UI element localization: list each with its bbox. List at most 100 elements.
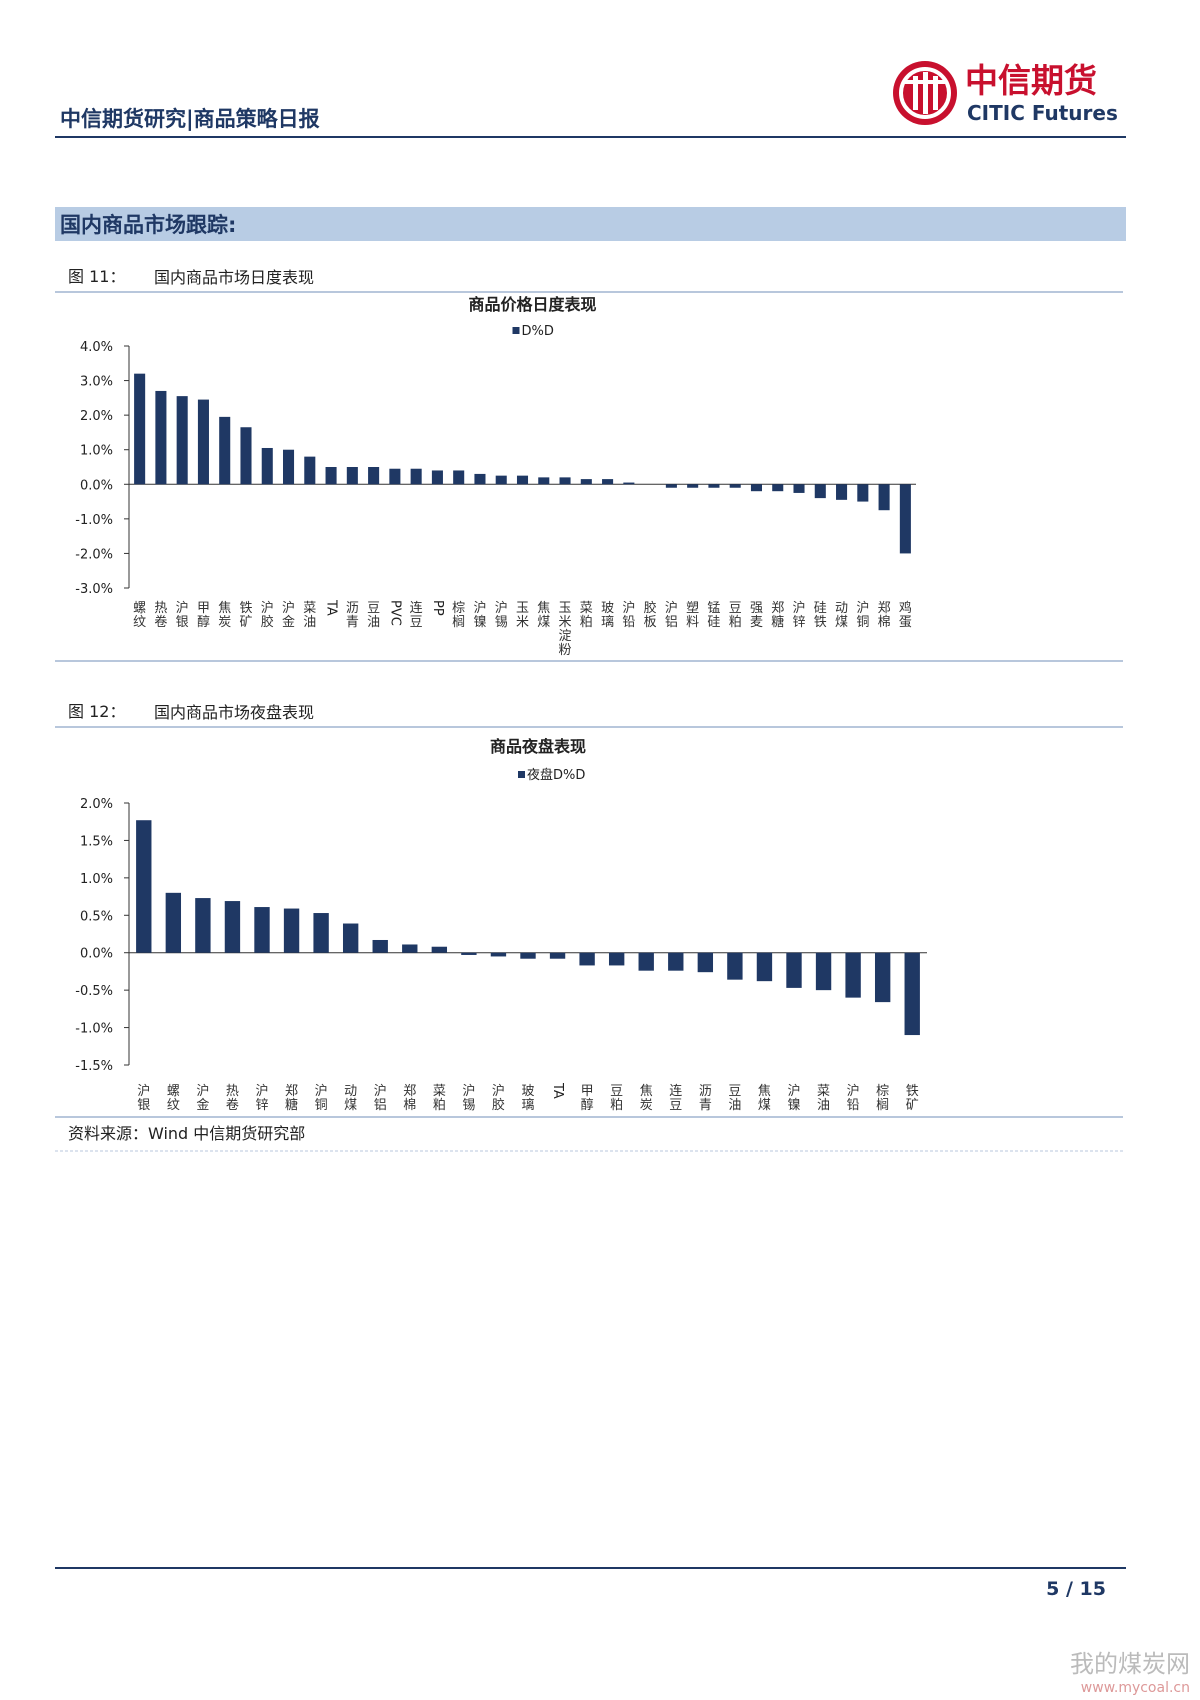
y-tick-label: -2.0% [75,547,113,562]
x-tick-label: 豆粕 [610,1084,623,1113]
y-tick-label: 4.0% [80,340,113,355]
bar [254,907,270,953]
x-tick-label: 热卷 [154,601,167,630]
bar [845,952,861,998]
bar [165,892,182,953]
y-tick-label: 2.0% [80,797,113,812]
x-tick-label: 菜油 [817,1084,830,1113]
x-tick-label: 沪金 [196,1083,209,1113]
y-tick-label: 1.0% [80,444,113,459]
x-tick-label: 焦炭 [640,1084,653,1113]
x-tick-label: 豆油 [728,1084,741,1113]
x-tick-label: TA [550,1082,565,1099]
x-tick-label: 沪胶 [492,1083,505,1113]
figure-number: 图 11： [68,267,125,286]
x-tick-label: PP [430,600,445,616]
x-tick-label: 沪铝 [374,1083,387,1113]
bar [155,390,167,485]
watermark: 我的煤炭网 [1070,1650,1190,1678]
x-tick-label: PVC [387,600,402,626]
x-tick-label: 动煤 [835,601,848,630]
source: 资料来源：Wind 中信期货研究部 [68,1124,305,1143]
bar [874,952,891,1003]
chart-title: 商品价格日度表现 [468,295,596,314]
y-tick-label: -1.5% [75,1059,113,1074]
bar [756,952,773,982]
bar [836,484,848,500]
section-title: 国内商品市场跟踪: [60,213,236,237]
bar [772,484,784,492]
bar [134,373,146,485]
bar [490,952,507,957]
logo-bar [905,80,945,84]
bar [727,952,743,980]
x-tick-label: 沪铅 [847,1083,860,1113]
bar [197,399,209,485]
bar [261,447,273,485]
header-rule [55,136,1126,138]
bar [638,952,654,971]
x-tick-label: 沪金 [282,600,295,630]
y-tick-label: 1.0% [80,872,113,887]
x-tick-label: 沪锡 [495,600,508,630]
bar [559,477,571,485]
header-title: 中信期货研究|商品策略日报 [60,107,320,132]
bar [495,475,507,485]
bar [904,952,920,1036]
x-tick-label: 棕榈 [876,1084,889,1113]
x-tick-label: 铁矿 [239,601,252,630]
x-tick-label: 胶板 [644,600,657,630]
bar [461,952,477,955]
x-tick-label: 动煤 [344,1084,357,1113]
bar [283,908,300,953]
figure-caption: 国内商品市场夜盘表现 [154,703,314,722]
x-tick-label: 沪锌 [793,600,806,630]
x-tick-label: 沪铅 [622,600,635,630]
bar [431,946,448,953]
section-bar [55,207,1126,241]
x-tick-label: TA [324,599,339,616]
logo-bar [923,72,928,114]
x-tick-label: 郑棉 [878,601,891,630]
bar [786,952,802,988]
y-tick-label: 0.0% [80,478,113,493]
x-tick-label: 沪胶 [261,600,274,630]
bar [697,952,714,973]
x-tick-label: 玉米 [516,601,529,630]
x-tick-label: 沥青 [346,601,359,630]
x-tick-label: 沪镍 [787,1083,800,1113]
y-tick-label: -1.0% [75,513,113,528]
bar [538,477,550,485]
legend-swatch [512,327,520,334]
bar [608,952,625,966]
logo-cn: 中信期货 [965,61,1097,100]
logo-bar [933,76,938,110]
bar [304,456,316,485]
chart-title: 商品夜盘表现 [490,737,586,756]
figure-rule [55,1116,1123,1118]
x-tick-label: 硅铁 [814,601,827,630]
figure-caption: 国内商品市场日度表现 [154,268,314,287]
page-number: 5 / 15 [1046,1578,1106,1600]
y-tick-label: 0.5% [80,909,113,924]
x-tick-label: 菜油 [303,601,316,630]
figure-rule [55,291,1123,293]
legend-swatch [518,771,525,778]
x-tick-label: 菜粕 [580,601,593,630]
footer-rule [55,1567,1126,1569]
bar [668,952,684,971]
bar [520,952,536,959]
bar [878,484,890,511]
legend-label: D%D [522,324,554,339]
x-tick-label: 沪铝 [665,600,678,630]
x-tick-label: 甲醇 [197,601,210,630]
x-tick-label: 沪银 [176,600,189,630]
x-tick-label: 铁矿 [906,1084,919,1113]
x-tick-label: 沪铜 [856,600,869,630]
x-tick-label: 沪镍 [473,600,486,630]
bar [729,484,741,488]
bar [750,484,763,492]
bar [313,913,329,953]
